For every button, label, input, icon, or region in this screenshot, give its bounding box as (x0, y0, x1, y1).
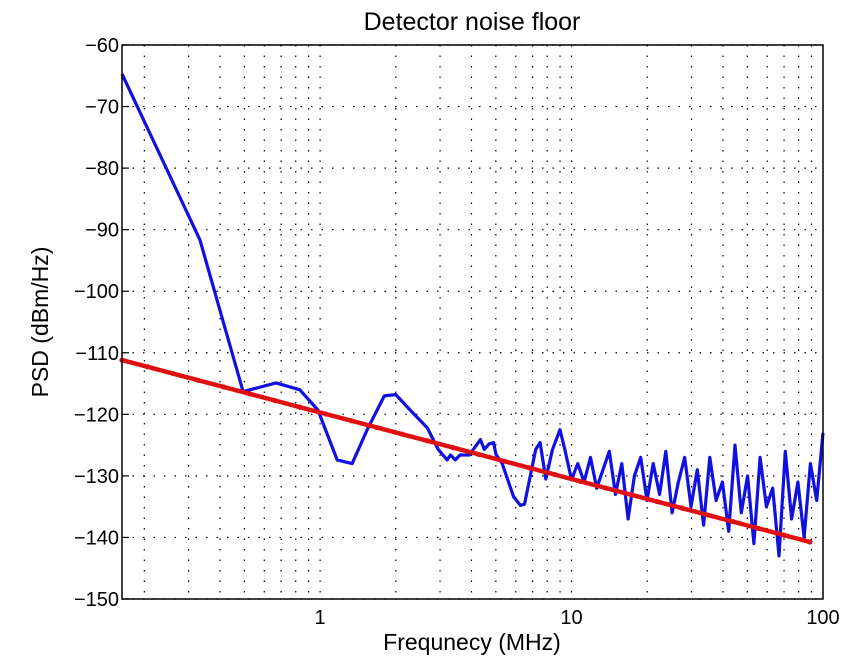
fit-point (195, 377, 201, 383)
fit-point (246, 391, 253, 397)
fit-point (577, 478, 584, 484)
x-axis-label: Frequnecy (MHz) (383, 629, 561, 655)
y-tick-label: −120 (74, 404, 119, 426)
y-tick-label: −80 (85, 158, 119, 180)
fit-point (603, 485, 609, 491)
fit-point (170, 370, 176, 377)
fit-point (399, 431, 405, 437)
fit-point (272, 397, 278, 404)
y-axis-label: PSD (dBm/Hz) (27, 247, 53, 398)
series-line-fit (119, 357, 813, 545)
chart-title: Detector noise floor (364, 8, 581, 36)
fit-point (323, 411, 329, 417)
fit-point (450, 445, 456, 451)
fit-point (781, 532, 787, 538)
fit-point (348, 418, 354, 424)
fit-point (628, 492, 635, 498)
y-tick-label: −70 (85, 97, 119, 119)
y-tick-label: −110 (75, 343, 119, 365)
fit-point (679, 505, 686, 511)
x-tick-label: 100 (806, 607, 839, 629)
fit-point (221, 384, 227, 390)
fit-point (730, 519, 736, 525)
fit-point (425, 438, 431, 444)
y-tick-label: −100 (74, 281, 119, 303)
fit-point (501, 458, 507, 464)
fit-point (297, 404, 303, 410)
fit-point (374, 424, 380, 431)
fit-point (807, 539, 813, 545)
x-tick-label: 1 (315, 607, 326, 629)
tick-labels: −60 −70 −80 −90 −100 −110 −120 −130 −140 −150 1 10 1… (74, 35, 840, 629)
plot-frame (121, 44, 824, 600)
fit-point (475, 451, 482, 457)
fit-point (654, 498, 660, 505)
y-tick-label: −90 (85, 220, 119, 242)
fit-point (144, 364, 151, 370)
fit-point (552, 471, 558, 478)
y-tick-label: −130 (74, 466, 119, 488)
y-tick-label: −140 (74, 527, 119, 549)
x-tick-label: 10 (560, 607, 582, 629)
series-line-measured-psd (120, 73, 825, 558)
fit-point (705, 512, 711, 518)
y-tick-label: −60 (85, 35, 119, 57)
y-tick-label: −150 (74, 589, 119, 611)
fit-point (526, 465, 533, 471)
series-layer (119, 73, 825, 558)
fit-point (756, 525, 762, 532)
